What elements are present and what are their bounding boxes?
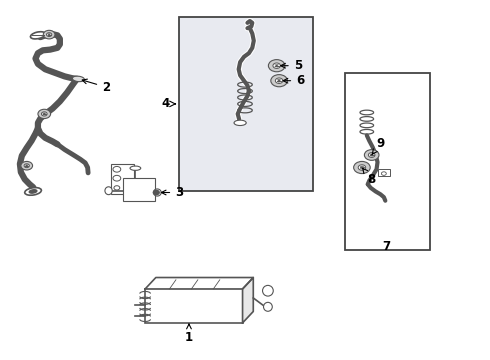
Circle shape — [269, 60, 285, 72]
Circle shape — [153, 190, 159, 195]
Ellipse shape — [264, 302, 272, 311]
Ellipse shape — [234, 120, 246, 126]
Ellipse shape — [29, 190, 37, 193]
Circle shape — [354, 161, 370, 174]
Circle shape — [113, 166, 121, 172]
Polygon shape — [145, 278, 253, 289]
Circle shape — [47, 33, 52, 36]
FancyBboxPatch shape — [179, 18, 313, 191]
Text: 6: 6 — [283, 74, 304, 87]
Circle shape — [275, 78, 283, 84]
Ellipse shape — [153, 189, 161, 196]
Ellipse shape — [73, 76, 84, 82]
FancyBboxPatch shape — [123, 178, 155, 202]
Text: 1: 1 — [185, 324, 193, 344]
Circle shape — [273, 63, 280, 68]
Text: 8: 8 — [363, 168, 376, 186]
Ellipse shape — [24, 188, 41, 195]
Text: 5: 5 — [281, 59, 302, 72]
Circle shape — [271, 75, 288, 87]
Ellipse shape — [263, 285, 273, 296]
FancyBboxPatch shape — [378, 168, 390, 176]
Text: 7: 7 — [382, 240, 391, 253]
Ellipse shape — [30, 32, 46, 39]
Circle shape — [42, 112, 47, 116]
Circle shape — [43, 30, 55, 39]
Circle shape — [21, 161, 32, 170]
Circle shape — [365, 150, 379, 160]
Polygon shape — [243, 278, 253, 323]
Text: 4: 4 — [161, 98, 170, 111]
Circle shape — [114, 186, 120, 190]
Circle shape — [24, 164, 29, 168]
Circle shape — [38, 109, 50, 118]
Circle shape — [381, 172, 386, 175]
Circle shape — [368, 153, 375, 157]
Text: 2: 2 — [82, 79, 110, 94]
Text: 3: 3 — [161, 186, 183, 199]
FancyBboxPatch shape — [345, 73, 430, 249]
Circle shape — [358, 165, 366, 170]
FancyBboxPatch shape — [145, 289, 243, 323]
FancyBboxPatch shape — [111, 164, 134, 194]
Ellipse shape — [130, 166, 141, 170]
Text: 9: 9 — [372, 137, 385, 155]
Circle shape — [113, 175, 121, 181]
Ellipse shape — [105, 187, 112, 195]
